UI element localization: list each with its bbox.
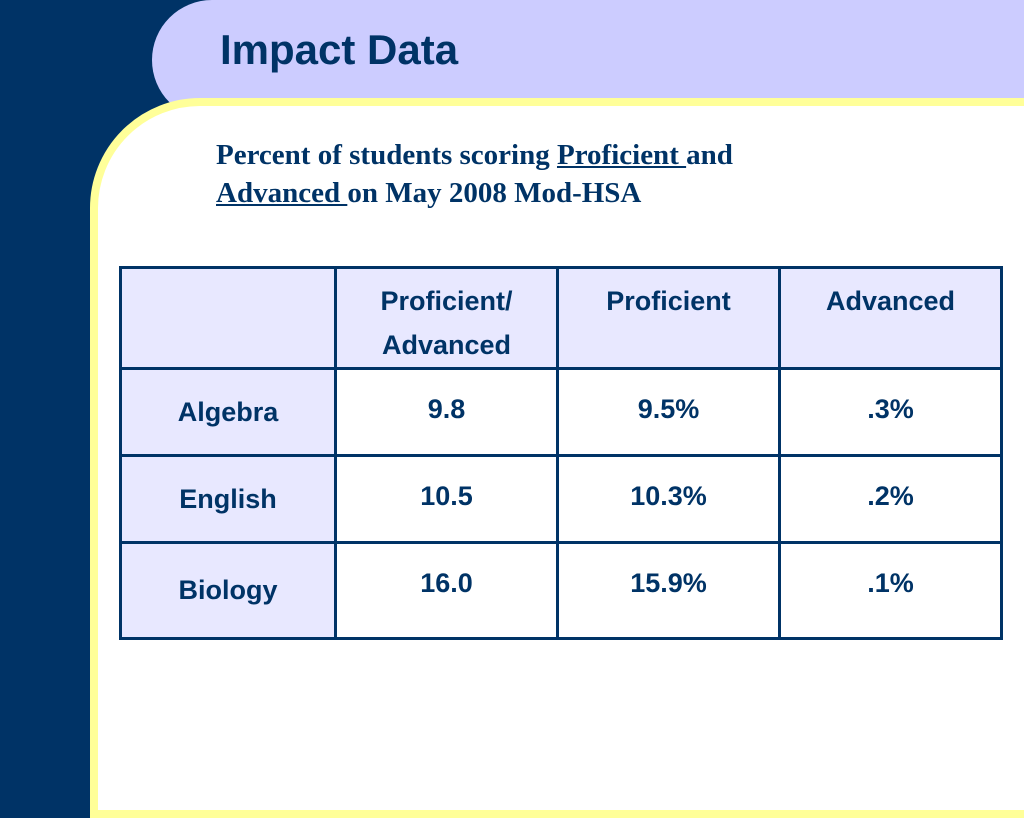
row-subject: Biology (119, 541, 337, 640)
header-proficient: Proficient (556, 266, 781, 370)
header-proficient-advanced: Proficient/Advanced (334, 266, 559, 370)
subtitle-part3: on May 2008 Mod-HSA (347, 177, 642, 209)
cell-advanced: .1% (778, 541, 1003, 640)
header-empty-cell (119, 266, 337, 370)
header-advanced: Advanced (778, 266, 1003, 370)
header-prof-adv-line2: Advanced (381, 330, 512, 360)
cell-proficient: 10.3% (556, 454, 781, 544)
subtitle-part1: Percent of students scoring (216, 139, 557, 171)
subtitle-part2: and (686, 139, 733, 171)
cell-advanced: .2% (778, 454, 1003, 544)
table-row: English 10.5 10.3% .2% (119, 454, 1003, 544)
impact-data-table: Proficient/Advanced Proficient Advanced … (119, 266, 1003, 640)
cell-proficient-advanced: 10.5 (334, 454, 559, 544)
table-header-row: Proficient/Advanced Proficient Advanced (119, 266, 1003, 370)
cell-advanced: .3% (778, 367, 1003, 457)
row-subject: English (119, 454, 337, 544)
slide-title: Impact Data (220, 26, 459, 73)
slide-subtitle: Percent of students scoring Proficient a… (216, 136, 916, 212)
cell-proficient-advanced: 9.8 (334, 367, 559, 457)
row-subject: Algebra (119, 367, 337, 457)
table-row: Biology 16.0 15.9% .1% (119, 541, 1003, 640)
cell-proficient: 9.5% (556, 367, 781, 457)
cell-proficient-advanced: 16.0 (334, 541, 559, 640)
subtitle-advanced: Advanced (216, 177, 348, 209)
header-prof-adv-line1: Proficient/ (380, 286, 513, 316)
table-row: Algebra 9.8 9.5% .3% (119, 367, 1003, 457)
subtitle-proficient: Proficient (556, 139, 687, 171)
cell-proficient: 15.9% (556, 541, 781, 640)
